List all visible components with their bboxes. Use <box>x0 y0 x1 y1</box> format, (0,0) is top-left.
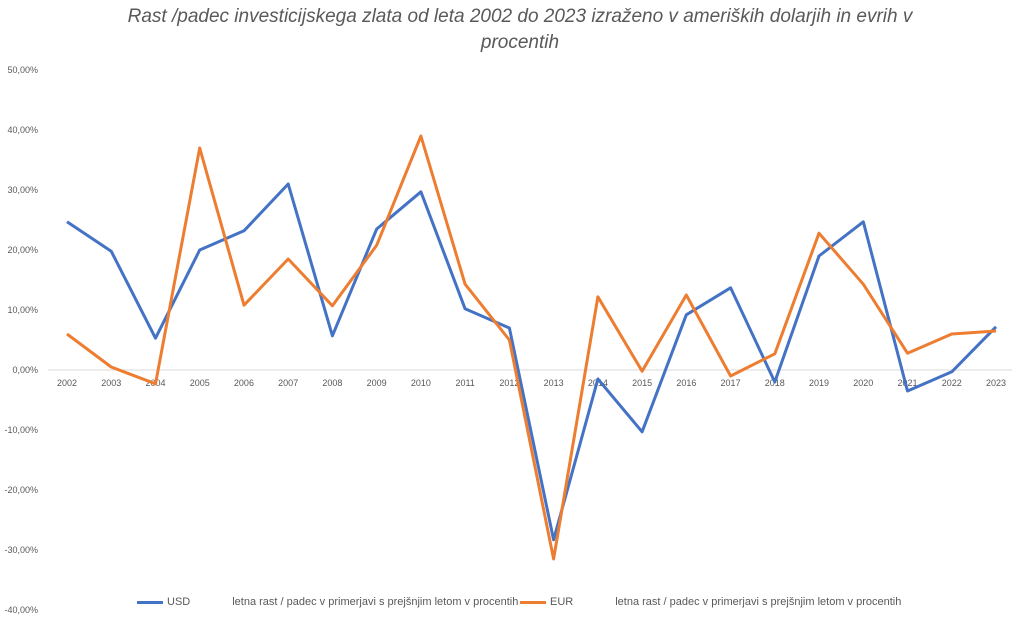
y-tick-label: -20,00% <box>4 485 38 495</box>
x-tick-label: 2021 <box>898 378 918 388</box>
y-tick-label: 50,00% <box>7 65 38 75</box>
x-tick-label: 2010 <box>411 378 431 388</box>
series-lines <box>66 134 998 561</box>
x-tick-label: 2006 <box>234 378 254 388</box>
y-tick-label: 20,00% <box>7 245 38 255</box>
x-tick-label: 2008 <box>322 378 342 388</box>
x-tick-label: 2003 <box>101 378 121 388</box>
legend-desc-usd: letna rast / padec v primerjavi s prejšn… <box>232 596 519 608</box>
x-tick-label: 2005 <box>190 378 210 388</box>
x-tick-label: 2023 <box>986 378 1006 388</box>
y-tick-label: -30,00% <box>4 545 38 555</box>
series-line-eur <box>66 134 997 561</box>
legend-swatch-eur <box>520 600 546 604</box>
x-tick-label: 2015 <box>632 378 652 388</box>
x-tick-label: 2016 <box>676 378 696 388</box>
x-tick-label: 2011 <box>455 378 474 388</box>
x-tick-label: 2007 <box>278 378 298 388</box>
y-tick-label: -40,00% <box>4 605 38 615</box>
series-line-usd <box>66 182 998 542</box>
chart-title: Rast /padec investicijskega zlata od let… <box>127 6 913 53</box>
y-axis-ticks: 50,00% 40,00% 30,00% 20,00% 10,00% 0,00% -10,0… <box>4 65 38 615</box>
x-tick-label: 2019 <box>809 378 829 388</box>
y-tick-label: 30,00% <box>7 185 38 195</box>
x-axis-ticks: 2002 2003 2004 2005 2006 2007 2008 2009 2010 2011… <box>57 378 1006 388</box>
x-tick-label: 2002 <box>57 378 77 388</box>
legend-label-eur: EUR <box>550 596 574 608</box>
x-tick-label: 2009 <box>367 378 387 388</box>
x-tick-label: 2020 <box>853 378 873 388</box>
x-tick-label: 2013 <box>544 378 564 388</box>
y-tick-label: 40,00% <box>7 125 38 135</box>
y-tick-label: -10,00% <box>4 425 38 435</box>
legend-item-usd: USD letna rast / padec v primerjavi s pr… <box>137 596 518 608</box>
x-tick-label: 2022 <box>942 378 962 388</box>
legend-desc-eur: letna rast / padec v primerjavi s prejšn… <box>615 596 902 608</box>
legend-swatch-usd <box>137 600 163 604</box>
legend-item-eur: EUR letna rast / padec v primerjavi s pr… <box>520 596 901 608</box>
legend-label-usd: USD <box>167 596 191 608</box>
x-tick-label: 2012 <box>499 378 519 388</box>
x-tick-label: 2017 <box>721 378 741 388</box>
y-tick-label: 10,00% <box>7 305 38 315</box>
y-tick-label: 0,00% <box>12 365 38 375</box>
